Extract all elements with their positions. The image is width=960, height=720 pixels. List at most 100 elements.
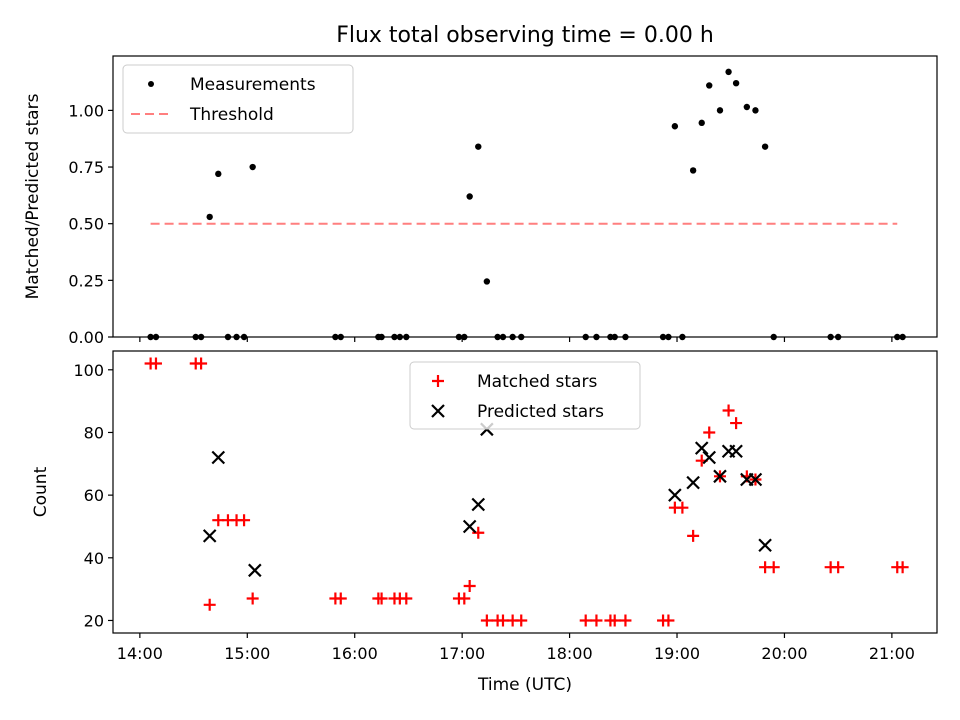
data-point xyxy=(827,333,834,341)
data-point xyxy=(494,333,501,341)
data-point xyxy=(834,333,842,341)
data-point xyxy=(579,614,592,627)
data-point xyxy=(716,107,724,114)
data-point xyxy=(515,614,528,627)
data-point xyxy=(246,592,259,605)
legend-swatch xyxy=(431,404,445,418)
data-point xyxy=(668,488,682,502)
data-point xyxy=(206,213,213,221)
data-point xyxy=(899,333,906,341)
x-tick-label: 15:00 xyxy=(224,644,270,663)
x-tick-label: 17:00 xyxy=(439,644,485,663)
y-tick-label: 1.00 xyxy=(68,101,104,120)
data-point xyxy=(233,333,240,341)
data-point xyxy=(149,357,162,370)
data-point xyxy=(659,333,667,341)
data-point xyxy=(375,592,388,605)
data-point xyxy=(694,441,709,455)
series-matched-stars xyxy=(144,357,909,627)
data-point xyxy=(582,333,589,341)
data-point xyxy=(192,333,199,341)
data-point xyxy=(480,614,493,627)
data-point xyxy=(203,598,216,611)
data-point xyxy=(722,404,735,417)
x-tick-label: 21:00 xyxy=(869,644,915,663)
data-point xyxy=(832,561,845,574)
data-point xyxy=(462,519,477,534)
data-point xyxy=(761,143,769,150)
legend-box xyxy=(409,361,641,430)
data-point xyxy=(518,333,525,341)
legend-swatch xyxy=(432,375,444,387)
data-point xyxy=(396,333,404,341)
data-point xyxy=(703,426,716,439)
data-point xyxy=(662,614,675,627)
data-point xyxy=(590,614,603,627)
data-point xyxy=(767,561,780,574)
data-point xyxy=(689,167,697,174)
data-point xyxy=(202,529,217,543)
data-point xyxy=(391,333,398,341)
data-point xyxy=(471,497,486,512)
data-point xyxy=(593,333,600,341)
data-point xyxy=(748,472,763,487)
series-marks xyxy=(147,68,906,341)
data-point xyxy=(197,333,205,341)
data-point xyxy=(240,333,248,341)
data-point xyxy=(455,333,463,341)
data-point xyxy=(152,333,160,341)
data-point xyxy=(334,592,347,605)
data-point xyxy=(687,529,700,542)
legend-label: Matched stars xyxy=(477,372,597,392)
y-tick-label: 20 xyxy=(84,611,104,630)
data-point xyxy=(619,614,632,627)
data-point xyxy=(211,450,226,465)
plot-frame xyxy=(112,350,938,634)
data-point xyxy=(896,561,909,574)
data-point xyxy=(608,614,621,627)
x-tick-label: 19:00 xyxy=(654,644,700,663)
data-point xyxy=(466,193,473,200)
data-point xyxy=(147,333,154,341)
y-tick-label: 80 xyxy=(84,423,104,442)
data-point xyxy=(729,444,743,459)
data-point xyxy=(894,333,901,341)
series-predicted-stars xyxy=(202,422,772,578)
data-point xyxy=(676,501,689,514)
legend-label: Threshold xyxy=(189,105,274,125)
data-point xyxy=(378,333,385,341)
y-axis-label: Matched/Predicted stars xyxy=(23,93,43,299)
y-tick-label: 0.25 xyxy=(68,271,104,290)
legend: Measurements Threshold xyxy=(122,64,354,134)
data-point xyxy=(706,82,713,89)
series-measurements xyxy=(147,68,906,341)
data-point xyxy=(679,333,686,341)
chart-title: Flux total observing time = 0.00 h xyxy=(336,23,714,48)
data-point xyxy=(337,333,344,341)
data-point xyxy=(698,119,705,127)
data-point xyxy=(671,123,679,130)
x-tick-label: 18:00 xyxy=(547,644,593,663)
data-point xyxy=(622,333,629,341)
data-point xyxy=(400,592,413,605)
data-point xyxy=(509,333,516,341)
data-point xyxy=(248,563,262,578)
legend-label: Measurements xyxy=(190,75,316,95)
data-point xyxy=(463,580,476,592)
data-point xyxy=(730,417,743,430)
data-point xyxy=(752,107,759,114)
bottom-panel: 20 40 60 80 100 14:00 15:00 16:00 17:00 18:00 19:0… xyxy=(31,350,938,695)
y-tick-label: 0.50 xyxy=(68,215,104,234)
data-point xyxy=(461,333,468,341)
data-point xyxy=(483,278,491,285)
data-point xyxy=(732,79,740,87)
top-panel: 0.00 0.25 0.50 0.75 1.00 Matched/Predicted st… xyxy=(23,55,938,347)
data-point xyxy=(499,333,507,341)
data-point xyxy=(332,333,339,341)
data-point xyxy=(770,333,777,341)
data-point xyxy=(238,514,251,527)
data-point xyxy=(195,357,208,370)
y-tick-label: 100 xyxy=(73,361,104,380)
x-tick-label: 20:00 xyxy=(761,644,807,663)
